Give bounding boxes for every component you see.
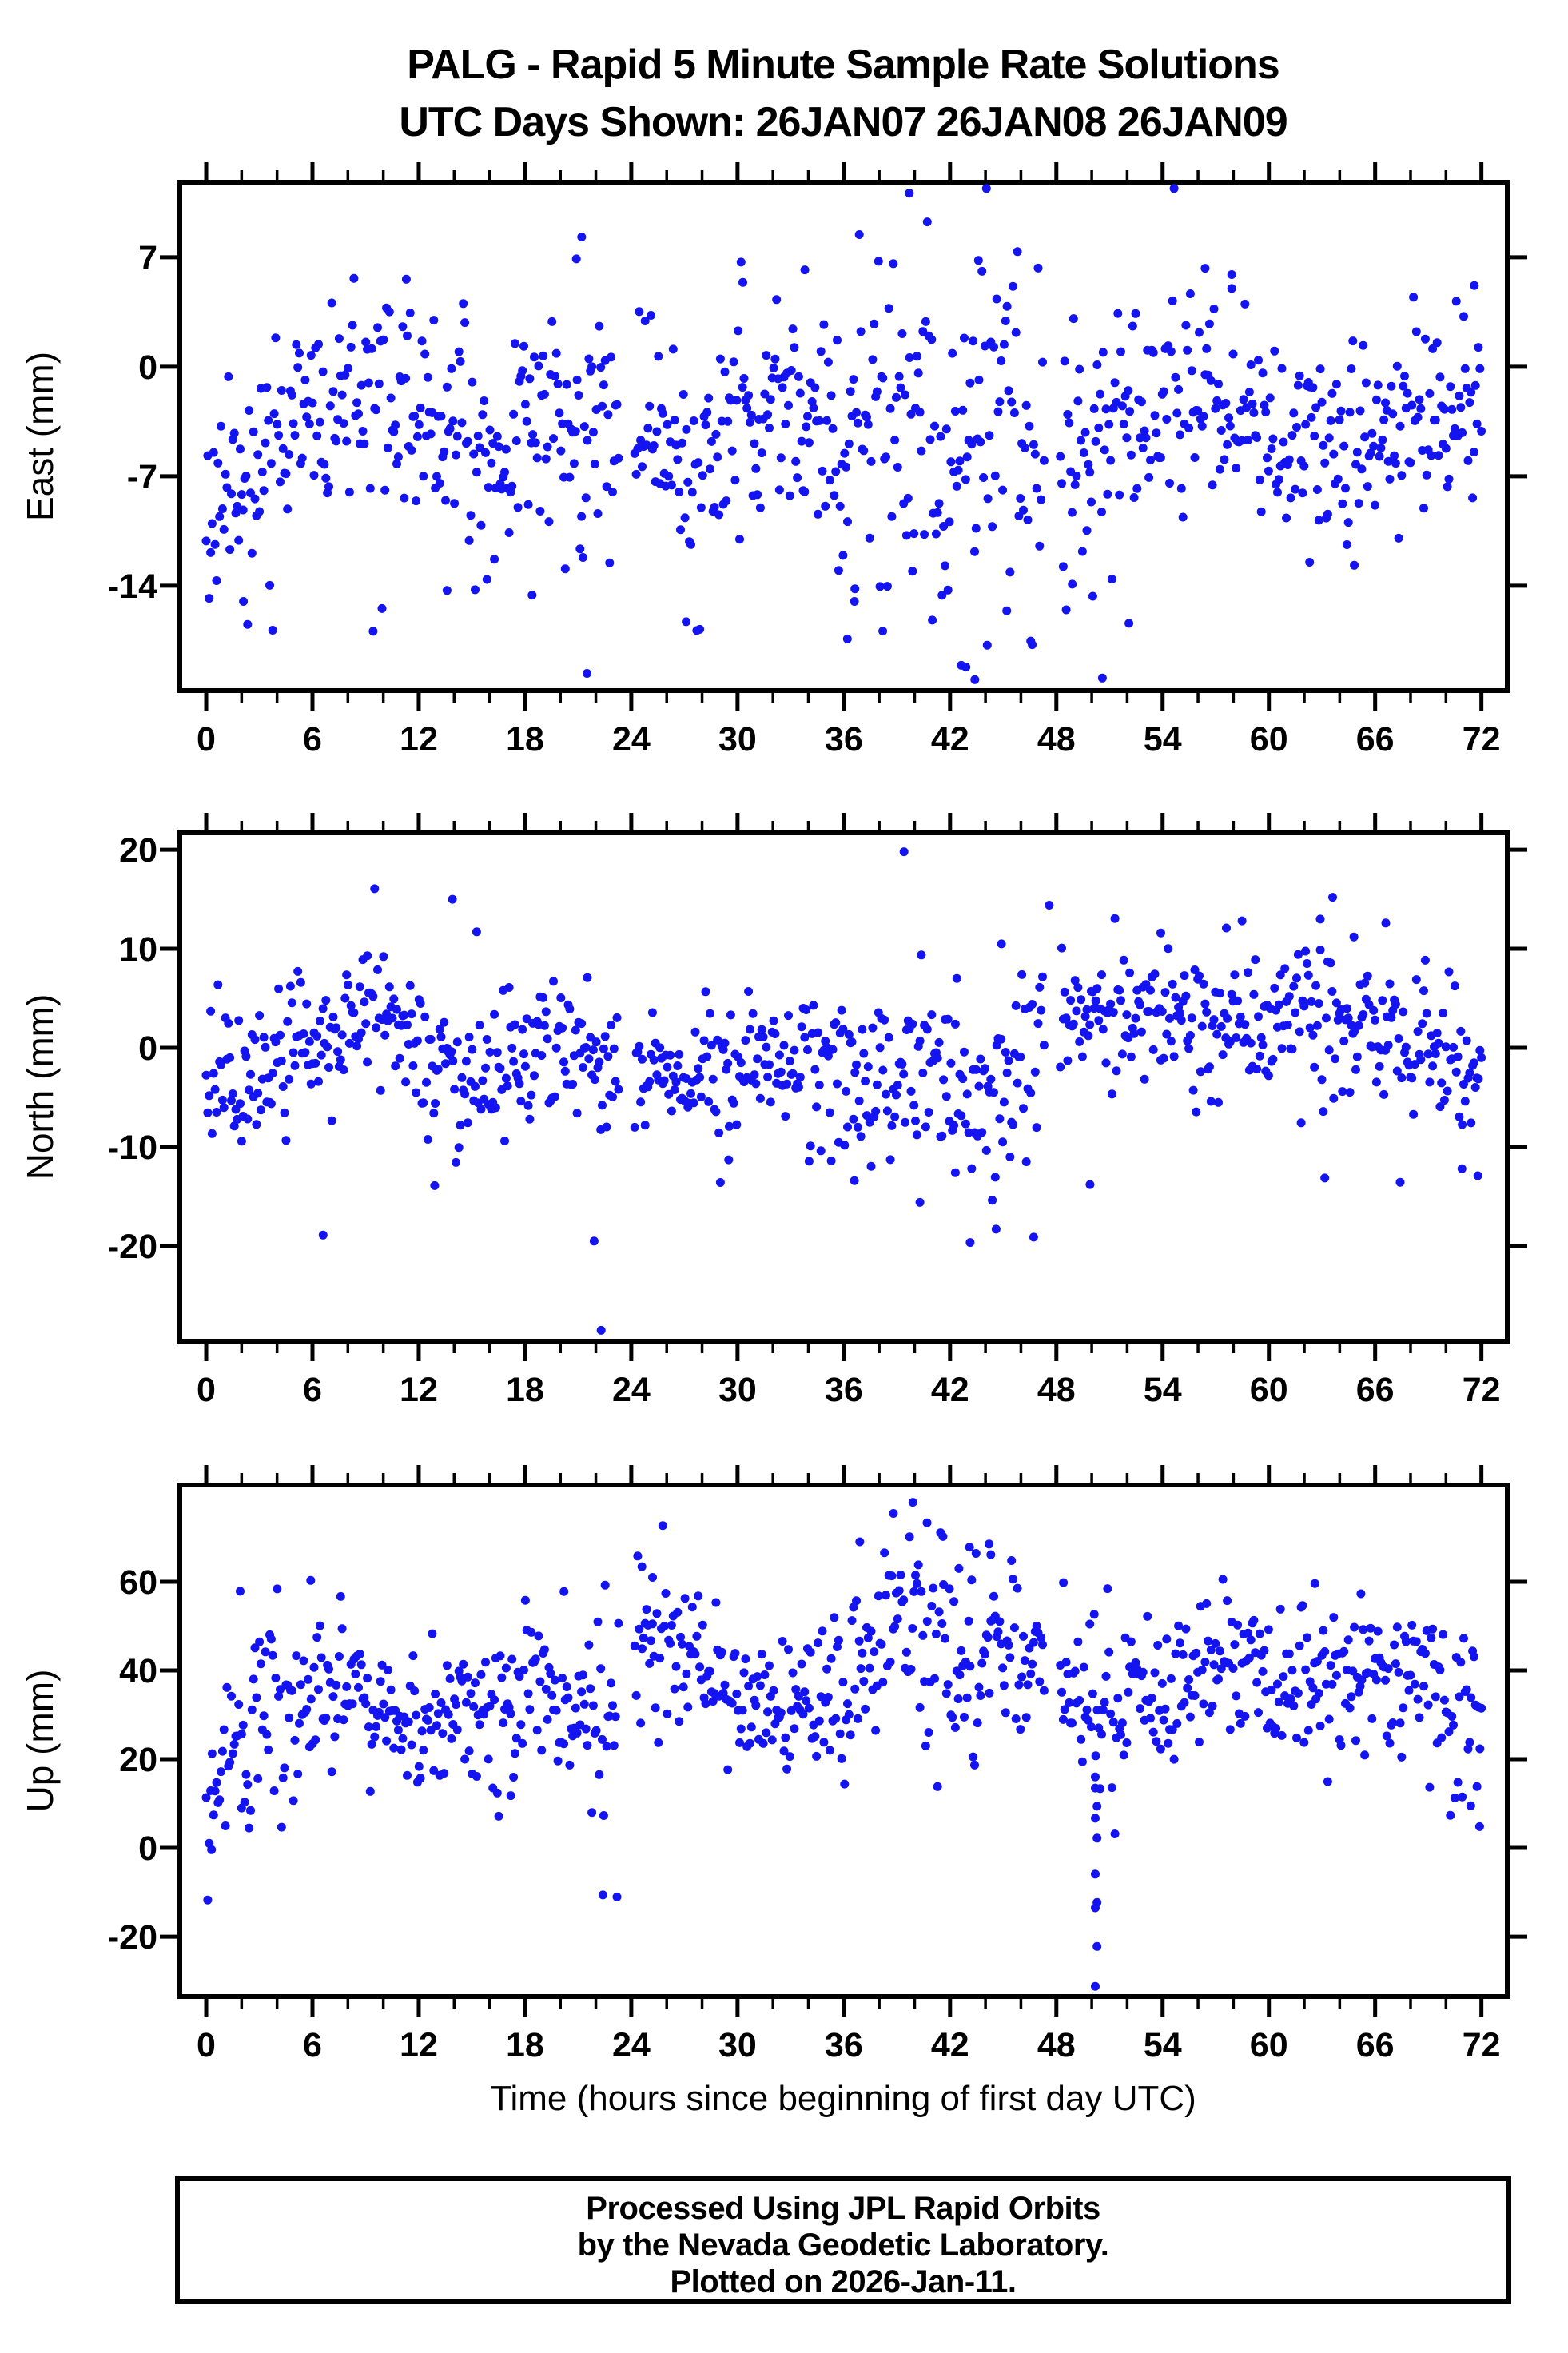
x-tick-label: 30 [718,720,757,758]
x-tick-label: 54 [1144,720,1182,758]
x-ticks-up [204,1465,1484,2017]
x-tick-labels-up: 0 6 12 18 24 30 36 42 48 54 60 66 72 [197,2026,1501,2064]
x-tick-label: 18 [506,720,544,758]
y-tick-labels-north: 20 10 0 -10 -20 [108,831,157,1266]
footer-line-1: Processed Using JPL Rapid Orbits [586,2191,1100,2226]
y-tick-labels-east: 7 0 -7 -14 [108,239,157,606]
x-tick-label: 0 [197,720,216,758]
footer-line-3: Plotted on 2026-Jan-11. [670,2264,1016,2299]
y-tick-label: 40 [119,1652,157,1690]
x-tick-label: 60 [1250,2026,1288,2064]
x-tick-label: 36 [825,720,863,758]
y-tick-label: -7 [127,458,157,496]
x-tick-label: 12 [400,720,438,758]
x-tick-label: 48 [1037,1371,1076,1409]
footer-line-2: by the Nevada Geodetic Laboratory. [578,2228,1109,2263]
scatter-points-east [201,184,1486,684]
x-tick-label: 0 [197,1371,216,1409]
y-axis-label-north: North (mm) [19,994,61,1180]
x-tick-label: 42 [931,2026,969,2064]
x-tick-label: 6 [303,2026,322,2064]
x-tick-label: 72 [1463,720,1501,758]
y-tick-label: -20 [108,1228,157,1266]
x-tick-label: 12 [400,2026,438,2064]
y-tick-label: -20 [108,1918,157,1957]
x-tick-label: 42 [931,720,969,758]
y-tick-label: 10 [119,930,157,969]
panel-frame-up [177,1483,1510,1999]
x-tick-label: 54 [1144,2026,1182,2064]
x-ticks-east [204,162,1484,711]
x-tick-label: 72 [1463,2026,1501,2064]
x-tick-label: 66 [1356,2026,1395,2064]
x-tick-label: 12 [400,1371,438,1409]
chart-title-line1: PALG - Rapid 5 Minute Sample Rate Soluti… [407,42,1279,88]
x-tick-label: 42 [931,1371,969,1409]
y-ticks-up [160,1579,1527,1939]
scatter-points-up [201,1498,1486,1991]
scatter-points-north [201,847,1486,1335]
x-tick-label: 54 [1144,1371,1182,1409]
panel-up: 0 6 12 18 24 30 36 42 48 54 60 66 72 60 40 20 0 -20 [108,1465,1527,2064]
x-tick-label: 66 [1356,720,1395,758]
y-tick-label: 60 [119,1563,157,1602]
panel-north: 0 6 12 18 24 30 36 42 48 54 60 66 72 20 10 0 -10 -20 [108,813,1527,1409]
x-tick-label: 6 [303,1371,322,1409]
panel-east: 0 6 12 18 24 30 36 42 48 54 60 66 72 7 0 -7 -14 [108,162,1527,758]
x-tick-label: 6 [303,720,322,758]
x-axis-title: Time (hours since beginning of first day… [490,2079,1196,2118]
panel-frame-east [177,180,1510,693]
x-tick-label: 0 [197,2026,216,2064]
y-tick-label: 20 [119,831,157,870]
x-tick-label: 24 [612,1371,651,1409]
y-ticks-east [160,255,1527,588]
y-tick-labels-up: 60 40 20 0 -20 [108,1563,157,1957]
y-tick-label: 0 [138,1829,157,1868]
x-tick-label: 72 [1463,1371,1501,1409]
x-tick-labels-east: 0 6 12 18 24 30 36 42 48 54 60 66 72 [197,720,1501,758]
panel-frame-north [177,830,1510,1344]
y-axis-label-up: Up (mm) [19,1670,61,1813]
x-tick-label: 60 [1250,1371,1288,1409]
x-tick-label: 30 [718,2026,757,2064]
x-ticks-north [204,813,1484,1361]
y-tick-label: 20 [119,1741,157,1779]
chart-title-line2: UTC Days Shown: 26JAN07 26JAN08 26JAN09 [399,99,1287,145]
y-axis-label-east: East (mm) [19,352,61,521]
x-tick-label: 30 [718,1371,757,1409]
y-ticks-north [160,847,1527,1248]
x-tick-label: 18 [506,1371,544,1409]
x-tick-label: 48 [1037,720,1076,758]
y-tick-label: 7 [138,239,157,277]
x-tick-label: 36 [825,1371,863,1409]
y-tick-label: 0 [138,348,157,387]
x-tick-label: 60 [1250,720,1288,758]
footer-box [175,2176,1511,2304]
x-tick-label: 66 [1356,1371,1395,1409]
x-tick-label: 24 [612,2026,651,2064]
y-tick-label: -10 [108,1129,157,1167]
x-tick-label: 48 [1037,2026,1076,2064]
y-tick-label: -14 [108,567,157,606]
x-tick-label: 36 [825,2026,863,2064]
x-tick-labels-north: 0 6 12 18 24 30 36 42 48 54 60 66 72 [197,1371,1501,1409]
x-tick-label: 24 [612,720,651,758]
x-tick-label: 18 [506,2026,544,2064]
y-tick-label: 0 [138,1029,157,1068]
